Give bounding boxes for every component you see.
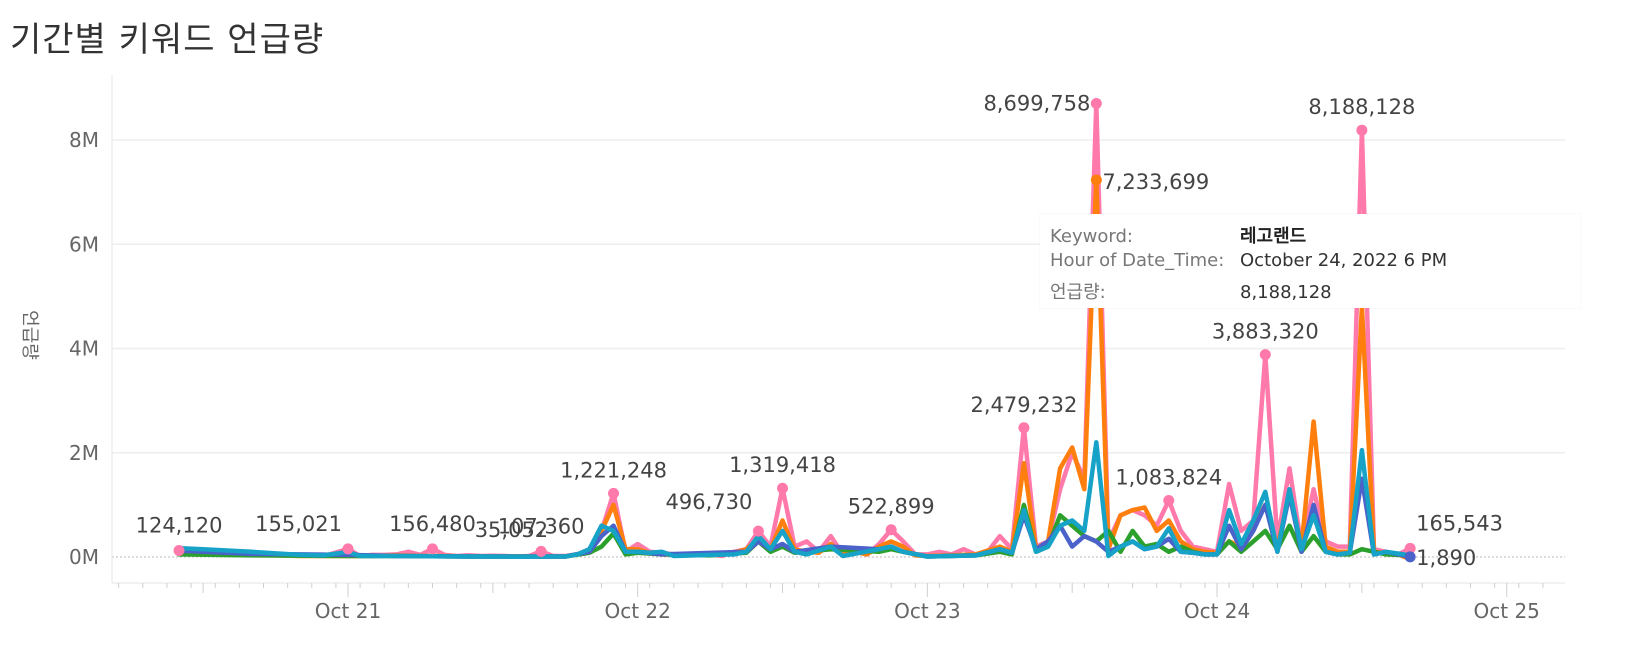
data-point-marker xyxy=(752,525,764,537)
grid-lines xyxy=(112,139,1565,558)
tooltip-key: Keyword: xyxy=(1050,226,1133,247)
data-label: 1,221,248 xyxy=(560,458,667,482)
axes: 0M 2M 4M 6M 8M Oct 21 Oct 22 Oct 23 Oct 24 Oct 25 xyxy=(69,75,1565,623)
data-point-marker xyxy=(885,524,897,536)
series-line-5 xyxy=(176,440,1413,559)
data-label: 155,021 xyxy=(255,512,342,536)
data-point-marker xyxy=(535,545,547,557)
tooltip-key: 언급량: xyxy=(1050,282,1106,303)
data-point-marker xyxy=(1090,98,1102,110)
data-point-marker xyxy=(426,543,438,555)
data-label: 522,899 xyxy=(848,495,935,519)
x-tick-label: Oct 22 xyxy=(604,599,670,623)
data-label: 107,360 xyxy=(498,514,585,538)
tooltip-value: 8,188,128 xyxy=(1240,282,1332,303)
chart-title: 기간별 키워드 언급량 xyxy=(10,20,325,60)
tooltip-row-hour: Hour of Date_Time: October 24, 2022 6 PM xyxy=(1050,250,1447,271)
data-label: 1,319,418 xyxy=(729,453,836,477)
data-label: 1,890 xyxy=(1416,546,1476,570)
y-tick-label: 2M xyxy=(69,441,99,465)
data-point-marker xyxy=(1018,422,1030,434)
tooltip: Keyword: 레고랜드 Hour of Date_Time: October 2… xyxy=(1040,214,1580,308)
tooltip-value: 레고랜드 xyxy=(1240,226,1307,247)
data-label: 2,479,232 xyxy=(970,393,1077,417)
data-label: 8,188,128 xyxy=(1308,95,1415,119)
data-label: 165,543 xyxy=(1416,511,1503,535)
y-tick-label: 4M xyxy=(69,337,99,361)
x-tick-label: Oct 21 xyxy=(315,599,381,623)
y-tick-label: 6M xyxy=(69,232,99,256)
data-label: 7,233,699 xyxy=(1102,170,1209,194)
data-point-marker xyxy=(1090,174,1102,186)
data-point-marker xyxy=(1404,542,1416,554)
data-label: 156,480 xyxy=(389,512,476,536)
data-point-marker xyxy=(1259,349,1271,361)
tooltip-key: Hour of Date_Time: xyxy=(1050,250,1225,271)
data-point-marker xyxy=(1163,495,1175,507)
x-tick-label: Oct 25 xyxy=(1474,599,1540,623)
data-label: 8,699,758 xyxy=(983,92,1090,116)
data-point-marker xyxy=(173,545,185,557)
y-tick-label: 8M xyxy=(69,128,99,152)
x-tick-label: Oct 24 xyxy=(1184,599,1250,623)
data-label: 496,730 xyxy=(666,490,753,514)
data-point-marker xyxy=(1356,124,1368,136)
data-point-marker xyxy=(608,487,620,499)
y-tick-label: 0M xyxy=(69,545,99,569)
tooltip-value: October 24, 2022 6 PM xyxy=(1240,250,1448,271)
data-label: 1,083,824 xyxy=(1115,466,1222,490)
data-point-marker xyxy=(777,482,789,494)
series-lines xyxy=(176,101,1413,562)
data-label: 3,883,320 xyxy=(1212,320,1319,344)
tooltip-row-count: 언급량: 8,188,128 xyxy=(1050,278,1332,304)
data-label: 124,120 xyxy=(136,514,223,538)
data-label: 35,052 xyxy=(475,518,548,542)
y-axis-title: 언급량 xyxy=(19,310,40,360)
data-point-marker xyxy=(1404,551,1416,563)
tooltip-row-keyword: Keyword: 레고랜드 xyxy=(1050,222,1306,248)
data-point-marker xyxy=(342,543,354,555)
x-tick-label: Oct 23 xyxy=(894,599,960,623)
